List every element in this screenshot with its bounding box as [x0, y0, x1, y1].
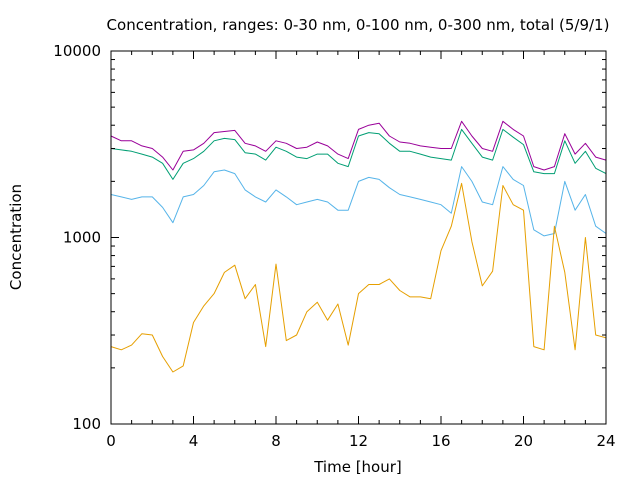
x-tick-label: 16	[431, 432, 450, 450]
series-line-2	[110, 128, 607, 180]
y-axis-label: Concentration	[7, 184, 25, 290]
y-tick-label: 10000	[53, 42, 101, 60]
series-layer	[110, 120, 607, 373]
x-tick-label: 20	[514, 432, 533, 450]
x-tick-label: 8	[271, 432, 281, 450]
plot-background	[111, 51, 606, 424]
y-tick-label: 1000	[63, 229, 101, 247]
x-tick-label: 24	[596, 432, 615, 450]
y-tick-label: 100	[72, 415, 101, 433]
axes-layer: 0 4 8 12 16 20 24 100 1000 10000	[53, 42, 615, 450]
x-tick-label: 12	[349, 432, 368, 450]
x-tick-label: 0	[106, 432, 116, 450]
series-line-4	[110, 182, 607, 373]
chart-title: Concentration, ranges: 0-30 nm, 0-100 nm…	[107, 16, 610, 34]
series-line-1	[110, 120, 607, 171]
series-line-3	[110, 166, 607, 237]
x-tick-label: 4	[189, 432, 199, 450]
x-axis-label: Time [hour]	[313, 458, 402, 476]
plot-area	[111, 51, 606, 424]
